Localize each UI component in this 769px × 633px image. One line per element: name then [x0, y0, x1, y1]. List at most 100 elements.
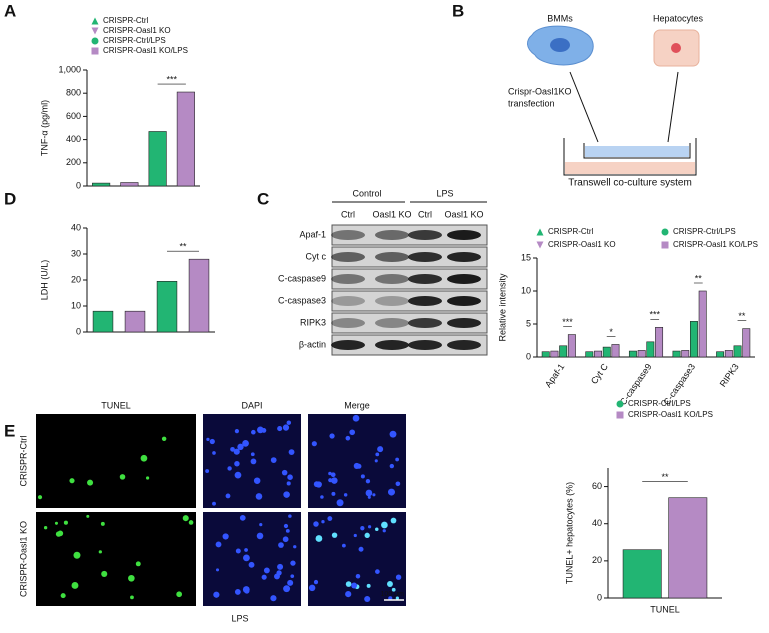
nucleus	[278, 542, 284, 548]
legend-label: CRISPR-Ctrl	[103, 16, 149, 25]
legend-marker	[616, 400, 624, 408]
arrow	[569, 71, 599, 143]
nucleus	[331, 477, 338, 484]
micrograph	[36, 414, 196, 508]
y-axis-title: TNF-α (pg/ml)	[39, 100, 49, 156]
nucleus	[283, 585, 291, 593]
nucleus	[352, 414, 360, 422]
column-label: TUNEL	[101, 400, 131, 410]
nucleus	[227, 466, 232, 471]
group-label: Control	[352, 188, 381, 198]
legend-label: CRISPR-Ctrl	[548, 227, 594, 236]
x-tick-label: TUNEL	[650, 604, 680, 614]
band	[408, 274, 442, 284]
bar	[628, 350, 637, 358]
nucleus	[37, 495, 43, 500]
y-tick-label: 30	[71, 248, 81, 258]
nucleus	[671, 43, 681, 53]
nucleus	[287, 474, 293, 480]
transwell	[563, 138, 697, 176]
band	[375, 340, 409, 350]
nucleus	[251, 429, 256, 435]
bar	[733, 345, 742, 358]
nucleus	[365, 489, 373, 497]
nucleus	[233, 448, 240, 455]
nucleus	[234, 429, 239, 434]
lane-label: Ctrl	[341, 209, 355, 219]
nucleus	[293, 545, 297, 549]
nucleus	[182, 515, 189, 522]
nucleus	[377, 446, 384, 453]
bar	[646, 341, 655, 358]
nucleus	[286, 420, 292, 425]
band	[331, 296, 365, 306]
bar	[655, 326, 664, 358]
nucleus	[381, 521, 388, 529]
nucleus	[130, 595, 134, 600]
sig-label: ***	[166, 74, 177, 84]
nucleus	[73, 551, 81, 559]
x-tick-label: Apaf-1	[543, 362, 566, 389]
legend-marker	[661, 241, 669, 249]
bar	[585, 351, 594, 358]
bar	[622, 549, 662, 599]
hepatocyte-layer	[565, 162, 695, 174]
nucleus	[55, 531, 62, 537]
condition-label: LPS	[231, 613, 248, 623]
nucleus	[343, 493, 348, 497]
bar	[156, 280, 178, 333]
panel-label: D	[4, 189, 16, 208]
nucleus	[285, 528, 290, 533]
label: Transwell co-culture system	[568, 178, 692, 189]
nucleus	[250, 458, 257, 465]
nucleus	[161, 436, 167, 442]
nucleus	[212, 501, 216, 506]
nucleus	[336, 499, 344, 507]
nucleus	[244, 588, 250, 594]
band	[375, 296, 409, 306]
bar	[724, 350, 733, 358]
nucleus	[345, 591, 352, 598]
row-label: Cyt c	[305, 251, 326, 261]
nucleus	[389, 430, 397, 438]
lane-label: Ctrl	[418, 209, 432, 219]
band	[408, 252, 442, 262]
bar	[611, 344, 620, 358]
y-axis-title: TUNEL+ hepatocytes (%)	[564, 482, 574, 584]
y-tick-label: 400	[66, 134, 81, 144]
bar	[681, 350, 690, 358]
nucleus	[250, 452, 255, 457]
legend-label: CRISPR-Ctrl/LPS	[673, 227, 736, 236]
y-tick-label: 40	[71, 222, 81, 232]
nucleus	[234, 460, 240, 467]
label: Hepatocytes	[653, 13, 704, 23]
nucleus	[282, 536, 289, 543]
nucleus	[329, 433, 335, 439]
band	[447, 252, 481, 262]
nucleus	[270, 595, 277, 602]
sig-label: *	[609, 327, 613, 337]
bar	[92, 182, 111, 187]
band	[331, 274, 365, 284]
band	[331, 318, 365, 328]
nucleus	[248, 561, 255, 568]
bar	[559, 345, 568, 358]
nucleus	[331, 491, 336, 496]
bar	[689, 321, 698, 358]
nucleus	[372, 493, 376, 497]
y-tick-label: 10	[521, 285, 531, 295]
bar	[92, 310, 114, 333]
nucleus	[69, 478, 75, 484]
column-label: Merge	[344, 400, 370, 410]
nucleus	[256, 532, 264, 540]
nucleus	[242, 439, 249, 447]
nucleus	[212, 451, 216, 455]
nucleus	[395, 457, 399, 462]
legend-label: CRISPR-Oasl1 KO	[103, 26, 171, 35]
nucleus	[283, 523, 289, 529]
nucleus	[234, 471, 242, 479]
bar	[672, 350, 681, 358]
lane-label: Oasl1 KO	[444, 209, 483, 219]
y-tick-label: 600	[66, 111, 81, 121]
band	[375, 318, 409, 328]
